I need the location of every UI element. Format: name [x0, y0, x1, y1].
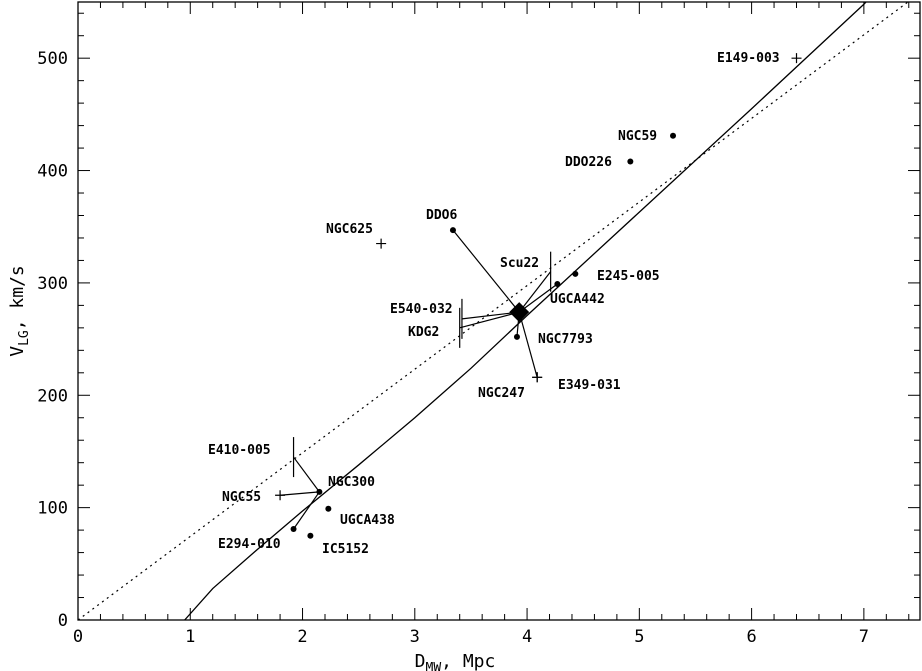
hubble-line [78, 2, 909, 620]
connector-Scu22 [518, 271, 552, 313]
fit-lines [78, 2, 909, 620]
label-NGC625: NGC625 [326, 222, 373, 237]
point-E349-031 [532, 372, 543, 383]
point-E294-010 [290, 525, 297, 532]
x-tick-label: 5 [634, 627, 644, 647]
y-tick-label: 0 [58, 611, 68, 631]
label-E410-005: E410-005 [208, 443, 271, 458]
point-E149-003 [791, 53, 802, 64]
y-tick-label: 100 [37, 499, 68, 519]
point-DDO226 [627, 158, 634, 165]
connector-KDG2 [459, 311, 520, 329]
model-curve [184, 2, 867, 620]
x-tick-label: 6 [746, 627, 756, 647]
group-centroid-diamond [509, 302, 530, 323]
y-tick-label: 400 [37, 162, 68, 182]
connector-E294-010 [293, 491, 320, 530]
connector-NGC55 [280, 491, 320, 496]
label-E294-010: E294-010 [218, 537, 281, 552]
y-tick-label: 200 [37, 386, 68, 406]
label-E540-032: E540-032 [390, 302, 453, 317]
x-tick-label: 2 [297, 627, 307, 647]
data-points [275, 53, 802, 539]
plot-frame: 0 1 2 3 4 5 6 7 0 100 200 300 400 500 [37, 1, 921, 647]
x-tick-label: 3 [410, 627, 420, 647]
label-DDO226: DDO226 [565, 155, 612, 170]
label-UGCA442: UGCA442 [550, 292, 605, 307]
label-E245-005: E245-005 [597, 269, 660, 284]
point-labels: E149-003 NGC59 DDO226 NGC625 DDO6 Scu22 E245-0… [208, 51, 780, 557]
x-tick-label: 7 [859, 627, 869, 647]
x-tick-label: 1 [185, 627, 195, 647]
point-E245-005 [572, 270, 579, 277]
point-NGC300 [316, 488, 323, 495]
label-NGC55: NGC55 [222, 490, 261, 505]
label-NGC59: NGC59 [618, 129, 657, 144]
connector-NGC247 [518, 311, 538, 378]
label-IC5152: IC5152 [322, 542, 369, 557]
point-NGC625 [376, 238, 387, 249]
label-KDG2: KDG2 [408, 325, 439, 340]
point-NGC55 [275, 490, 286, 501]
y-axis-title: VLG, km/s [7, 265, 32, 357]
label-NGC247: NGC247 [478, 386, 525, 401]
plot-border [77, 1, 921, 621]
point-IC5152 [307, 532, 314, 539]
y-tick-label: 300 [37, 274, 68, 294]
point-NGC7793 [513, 333, 520, 340]
x-tick-label: 4 [522, 627, 532, 647]
connector-E540-032 [461, 311, 520, 320]
point-DDO6 [449, 227, 456, 234]
connector-DDO6 [452, 229, 520, 313]
label-DDO6: DDO6 [426, 208, 457, 223]
label-UGCA438: UGCA438 [340, 513, 395, 528]
connector-E410-005 [293, 456, 320, 493]
x-axis-title: DMW, Mpc [415, 651, 496, 671]
label-E349-031: E349-031 [558, 378, 621, 393]
y-tick-label: 500 [37, 49, 68, 69]
point-NGC59 [670, 132, 677, 139]
point-UGCA442 [554, 281, 561, 288]
x-tick-label: 0 [73, 627, 83, 647]
label-E149-003: E149-003 [717, 51, 780, 66]
point-UGCA438 [325, 505, 332, 512]
label-Scu22: Scu22 [500, 256, 539, 271]
label-NGC300: NGC300 [328, 475, 375, 490]
label-NGC7793: NGC7793 [538, 332, 593, 347]
